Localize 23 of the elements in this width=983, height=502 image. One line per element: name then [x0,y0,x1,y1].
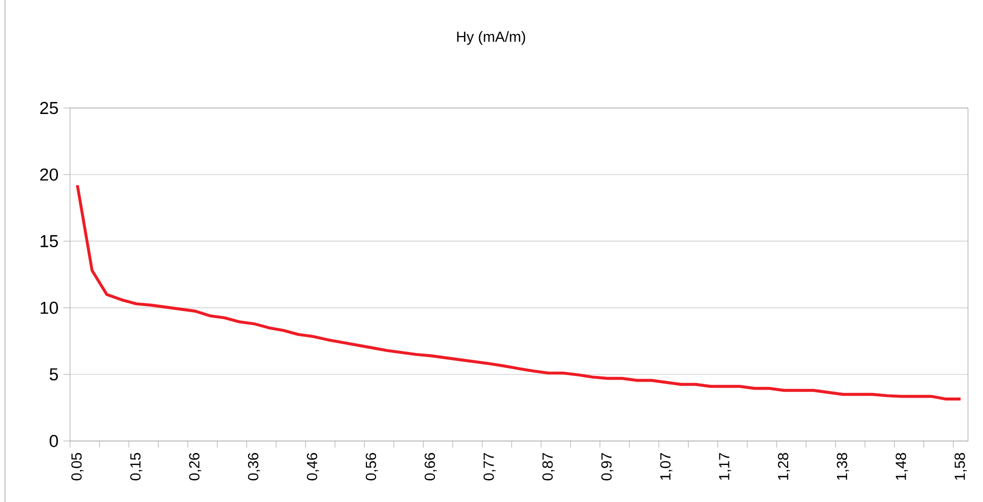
x-tick-label: 0,66 [424,453,437,480]
x-tick-label: 0,15 [130,452,142,480]
x-tick-label: 1,48 [896,453,908,480]
y-tick-label: 20 [40,168,58,181]
y-tick-label: 0 [50,434,58,448]
x-tick-label: 0,36 [248,453,260,480]
y-tick-label: 25 [40,102,58,114]
x-tick-label: 1,17 [719,453,732,480]
x-tick-label: 0,46 [306,453,319,480]
y-tick-label: 15 [40,235,58,248]
x-tick-label: 0,77 [484,453,496,480]
y-tick-label: 5 [50,368,58,380]
x-tick-label: 1,58 [954,453,967,480]
x-tick-label: 1,38 [836,453,849,480]
x-tick-label: 0,05 [71,452,84,480]
x-tick-label: 0,56 [366,453,378,480]
chart-title: Hy (mA/m) [457,31,526,45]
x-tick-label: 1,28 [778,453,790,480]
x-tick-label: 0,97 [601,453,614,480]
x-tick-label: 0,26 [189,453,202,480]
x-tick-label: 1,07 [660,453,672,480]
y-tick-label: 10 [40,302,58,314]
x-tick-label: 0,87 [542,453,555,480]
